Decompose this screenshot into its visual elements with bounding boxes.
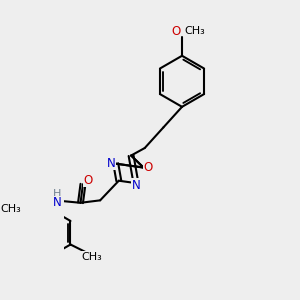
Text: N: N [132,178,141,192]
Text: O: O [143,160,153,174]
Text: CH₃: CH₃ [82,252,103,262]
Text: N: N [52,196,61,209]
Text: CH₃: CH₃ [1,204,21,214]
Text: O: O [171,25,180,38]
Text: N: N [107,157,116,170]
Text: O: O [83,174,92,187]
Text: CH₃: CH₃ [184,26,205,36]
Text: H: H [53,190,61,200]
